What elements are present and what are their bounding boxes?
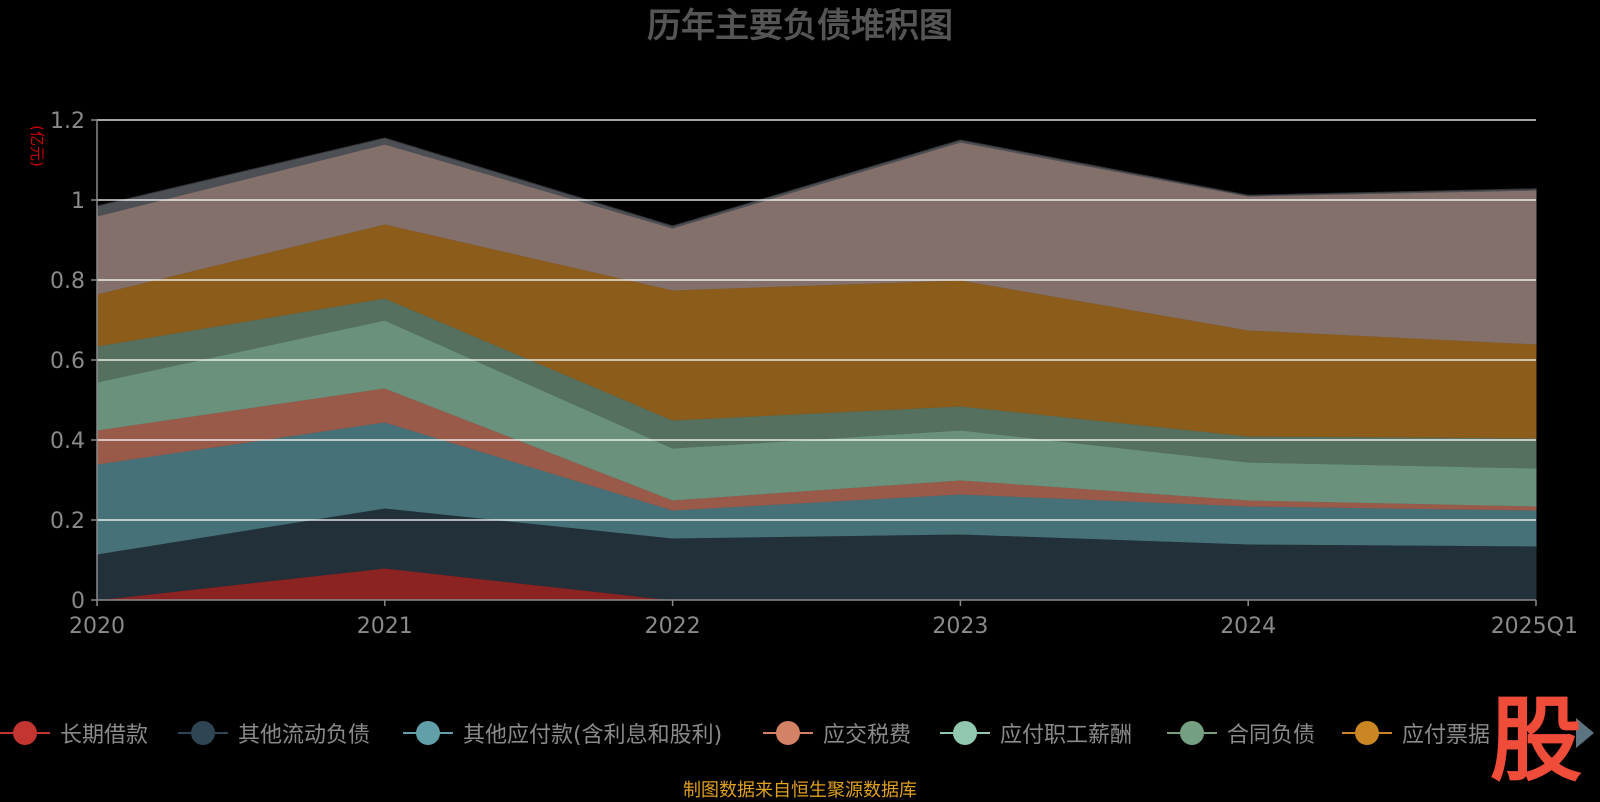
area-series-8 [96, 137, 1537, 229]
legend-next-page-icon[interactable] [1576, 718, 1594, 748]
legend: 长期借款 其他流动负债 其他应付款(含利息和股利) 应交税费 应付职工薪酬 合同负债 应付票… [0, 716, 1560, 750]
legend-label: 长期借款 [60, 723, 149, 748]
legend-marker-icon [1167, 721, 1217, 745]
legend-marker-icon [1342, 721, 1392, 745]
x-tick-label: 2024 [1220, 614, 1276, 639]
y-tick-label: 1.2 [50, 109, 85, 134]
legend-item-6[interactable]: 应付票据 [1342, 716, 1490, 750]
chart-title: 历年主要负债堆积图 [647, 6, 953, 46]
legend-marker-icon [763, 721, 813, 745]
legend-label: 合同负债 [1227, 723, 1316, 748]
grid-lines [97, 119, 1536, 521]
area-edge-8 [96, 137, 1537, 227]
legend-item-0[interactable]: 长期借款 [0, 716, 148, 750]
legend-item-4[interactable]: 应付职工薪酬 [940, 716, 1132, 750]
watermark-logo: 股 [1490, 687, 1583, 794]
y-tick-label: 0.4 [50, 429, 85, 454]
legend-label: 应付票据 [1402, 723, 1491, 748]
y-tick-label: 0.8 [50, 269, 85, 294]
legend-marker-icon [178, 721, 228, 745]
legend-marker-icon [403, 721, 453, 745]
legend-label: 应交税费 [823, 723, 912, 748]
legend-marker-icon [940, 721, 990, 745]
x-tick-label: 2022 [645, 614, 701, 639]
legend-label: 应付职工薪酬 [1000, 723, 1133, 748]
y-axis-label: (亿元) [28, 125, 46, 167]
x-tick-label: 2020 [69, 614, 125, 639]
legend-item-1[interactable]: 其他流动负债 [178, 716, 370, 750]
legend-item-5[interactable]: 合同负债 [1167, 716, 1315, 750]
y-tick-label: 0.2 [50, 509, 85, 534]
y-tick-label: 0 [71, 589, 85, 614]
y-tick-label: 0.6 [50, 349, 85, 374]
x-tick-label: 2025Q1 [1491, 614, 1578, 639]
stacked-areas [96, 137, 1537, 601]
legend-item-2[interactable]: 其他应付款(含利息和股利) [403, 716, 722, 750]
x-tick-label: 2021 [357, 614, 413, 639]
legend-label: 其他流动负债 [238, 723, 371, 748]
legend-marker-icon [0, 721, 50, 745]
data-source-note: 制图数据来自恒生聚源数据库 [683, 780, 917, 801]
legend-item-3[interactable]: 应交税费 [763, 716, 911, 750]
axes: 0 0.2 0.4 0.6 0.8 1 1.2 2020 2021 2022 2023 2024 202… [50, 109, 1578, 639]
x-tick-label: 2023 [932, 614, 988, 639]
y-tick-label: 1 [71, 189, 85, 214]
legend-label: 其他应付款(含利息和股利) [463, 723, 723, 748]
